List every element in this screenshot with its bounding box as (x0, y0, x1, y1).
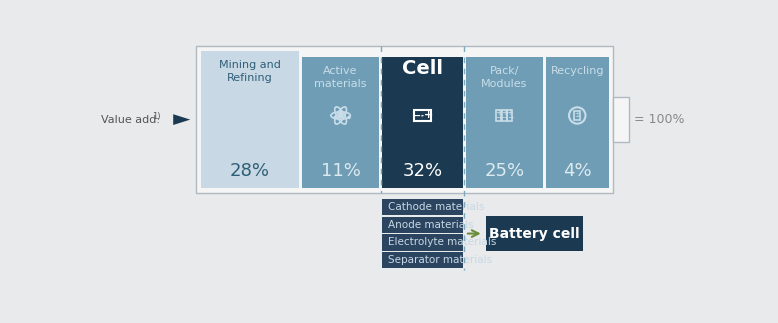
FancyBboxPatch shape (201, 51, 299, 188)
FancyBboxPatch shape (546, 57, 608, 188)
Text: −: − (501, 113, 507, 122)
Text: +: + (496, 109, 502, 117)
Circle shape (334, 116, 336, 119)
Text: +: + (501, 109, 507, 117)
FancyBboxPatch shape (382, 234, 463, 251)
Text: +: + (506, 109, 513, 117)
Text: 32%: 32% (402, 162, 443, 181)
Text: 28%: 28% (230, 162, 270, 181)
FancyBboxPatch shape (197, 47, 613, 193)
Text: +: + (423, 110, 433, 120)
Circle shape (338, 113, 343, 118)
Text: 25%: 25% (484, 162, 524, 181)
Circle shape (339, 111, 342, 113)
Text: Separator materials: Separator materials (387, 255, 492, 265)
FancyBboxPatch shape (382, 57, 463, 188)
Text: Mining and
Refining: Mining and Refining (219, 60, 281, 83)
Polygon shape (421, 109, 424, 122)
FancyBboxPatch shape (382, 199, 463, 215)
Text: +: + (574, 110, 580, 117)
Text: 11%: 11% (321, 162, 360, 181)
Text: Recycling: Recycling (551, 67, 604, 77)
FancyBboxPatch shape (382, 252, 463, 268)
Text: Electrolyte materials: Electrolyte materials (387, 237, 496, 247)
FancyBboxPatch shape (486, 216, 583, 251)
Text: Cathode materials: Cathode materials (387, 202, 484, 212)
FancyBboxPatch shape (382, 217, 463, 233)
Text: −: − (506, 113, 513, 122)
Text: Anode materials: Anode materials (387, 220, 473, 230)
Polygon shape (173, 114, 191, 125)
Text: Value add:: Value add: (101, 115, 163, 125)
Text: = 100%: = 100% (633, 113, 684, 126)
Text: 4%: 4% (563, 162, 591, 181)
Text: Pack/
Modules: Pack/ Modules (481, 67, 527, 89)
FancyBboxPatch shape (466, 57, 543, 188)
Circle shape (348, 116, 350, 119)
Text: 1): 1) (152, 112, 161, 121)
Text: −: − (574, 114, 580, 120)
Text: Battery cell: Battery cell (489, 226, 580, 241)
Text: Active
materials: Active materials (314, 67, 367, 89)
Text: −: − (496, 113, 502, 122)
Text: Cell: Cell (402, 58, 443, 78)
FancyBboxPatch shape (302, 57, 379, 188)
Text: −: − (412, 110, 422, 120)
FancyBboxPatch shape (613, 97, 629, 142)
